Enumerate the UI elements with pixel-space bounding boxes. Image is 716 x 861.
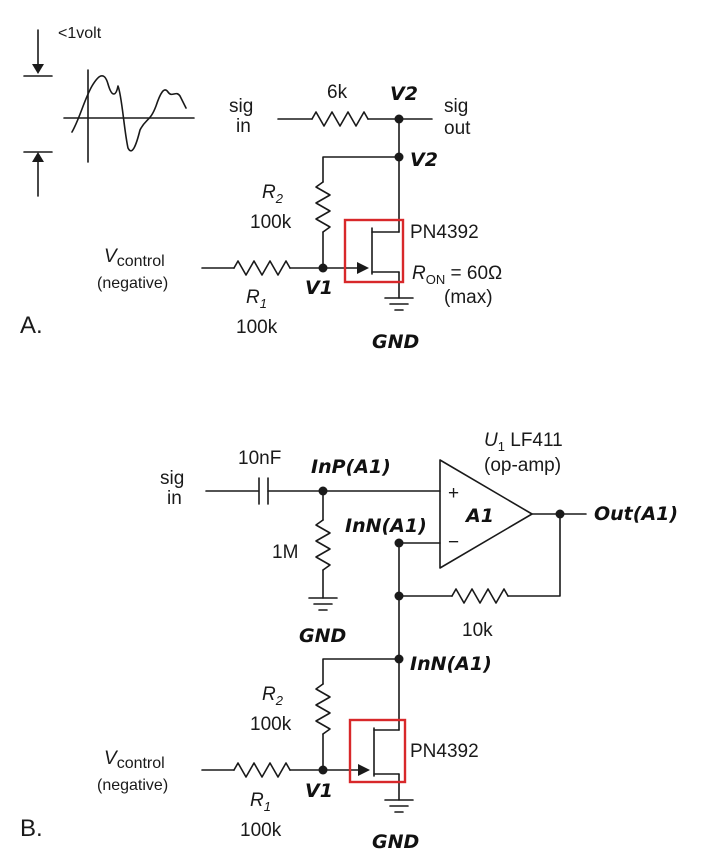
jfet-a-label: PN4392 <box>410 222 479 243</box>
r1-value: 100k <box>236 317 278 338</box>
resistor-r2 <box>315 181 331 233</box>
op-amp-type: (op-amp) <box>484 455 561 476</box>
op-amp-minus: − <box>448 532 459 553</box>
op-amp-plus: + <box>448 483 459 504</box>
b-resistor-r2 <box>315 683 331 735</box>
panel-b: B. sig in 10nF InP(A1) 1M GND + − A1 <box>20 430 678 853</box>
b-node-v1 <box>318 765 328 775</box>
node-v2-mid-label: V2 <box>410 149 438 171</box>
panel-b-label: B. <box>20 815 43 842</box>
ground-symbol-bias <box>308 597 338 611</box>
b-vcontrol-label: Vcontrol <box>104 748 165 772</box>
r2-name: R2 <box>262 182 284 206</box>
capacitor-10nf <box>258 477 269 505</box>
amplitude-label: <1volt <box>58 25 102 42</box>
ron-note: (max) <box>444 287 493 308</box>
vcontrol-label: Vcontrol <box>104 246 165 270</box>
resistor-r1 <box>233 260 291 276</box>
amplitude-indicator: <1volt <box>23 25 102 197</box>
resistor-1m-label: 1M <box>272 542 298 563</box>
jfet-b <box>348 718 407 801</box>
vcontrol-note: (negative) <box>97 275 168 292</box>
node-v1-label: V1 <box>305 277 333 299</box>
node-inn-mid-label: InN(A1) <box>410 653 492 675</box>
node-inp-label: InP(A1) <box>311 456 391 478</box>
node-v2-top-label: V2 <box>390 83 418 105</box>
b-resistor-r1 <box>233 762 291 778</box>
resistor-1m <box>315 519 331 571</box>
node-out-label: Out(A1) <box>594 503 678 525</box>
waveform-sketch <box>63 69 195 163</box>
op-amp-ref: U1 LF411 <box>484 430 563 454</box>
r2-value: 100k <box>250 212 292 233</box>
sig-out-label-2: out <box>444 118 471 139</box>
gnd-b-label: GND <box>372 831 419 853</box>
sig-in-label-2: in <box>236 116 251 137</box>
jfet-b-label: PN4392 <box>410 741 479 762</box>
op-amp-name: A1 <box>464 505 494 527</box>
b-r1-name: R1 <box>250 790 271 814</box>
node-v1 <box>318 263 328 273</box>
b-node-v1-label: V1 <box>305 780 333 802</box>
panel-a-label: A. <box>20 312 43 339</box>
ron-label: RON = 60Ω <box>412 263 502 287</box>
resistor-10k-label: 10k <box>462 620 493 641</box>
jfet-b-highlight <box>348 718 407 784</box>
jfet-a <box>343 218 405 299</box>
resistor-10k <box>451 588 509 604</box>
b-vcontrol-note: (negative) <box>97 777 168 794</box>
b-r2-value: 100k <box>250 714 292 735</box>
gnd-a-label: GND <box>372 331 419 353</box>
b-r1-value: 100k <box>240 820 282 841</box>
r1-name: R1 <box>246 287 267 311</box>
resistor-6k <box>311 111 369 127</box>
op-amp: + − A1 <box>439 459 533 569</box>
jfet-a-highlight <box>343 218 405 284</box>
sig-in-label-1: sig <box>229 96 253 117</box>
node-inn-top-label: InN(A1) <box>345 515 427 537</box>
ground-symbol-a <box>384 297 414 311</box>
gnd-bias-label: GND <box>299 625 346 647</box>
capacitor-label: 10nF <box>238 448 281 469</box>
b-r2-name: R2 <box>262 684 284 708</box>
b-sig-in-label-2: in <box>167 488 182 509</box>
b-sig-in-label-1: sig <box>160 468 184 489</box>
sig-out-label-1: sig <box>444 96 468 117</box>
resistor-6k-label: 6k <box>327 82 348 103</box>
panel-a: A. <1volt sig in 6k V2 sig out <box>20 25 502 353</box>
ground-symbol-b <box>384 799 414 813</box>
